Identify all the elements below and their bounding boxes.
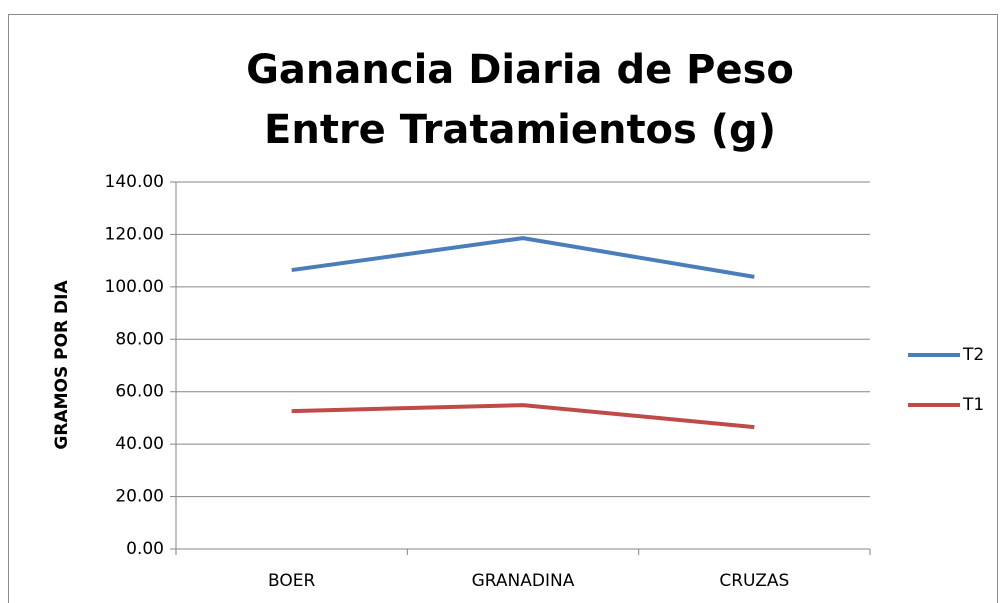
line-series <box>291 236 755 279</box>
x-tick-label: GRANADINA <box>472 571 575 591</box>
line-series <box>291 403 755 430</box>
chart-frame <box>8 14 998 603</box>
x-tick-label: BOER <box>268 571 315 591</box>
y-tick-label: 20.00 <box>115 487 164 507</box>
y-tick-label: 140.00 <box>105 172 164 192</box>
y-tick-label: 80.00 <box>115 329 164 349</box>
y-axis-label: GRAMOS POR DIA <box>52 280 72 450</box>
x-tick-label: CRUZAS <box>719 571 789 591</box>
y-tick-label: 40.00 <box>115 434 164 454</box>
y-tick-label: 0.00 <box>126 539 164 559</box>
chart-title: Ganancia Diaria de Peso Entre Tratamient… <box>246 47 794 153</box>
legend-label: T1 <box>962 395 984 415</box>
legend-label: T2 <box>962 345 984 365</box>
y-tick-label: 120.00 <box>105 224 164 244</box>
y-tick-label: 100.00 <box>105 277 164 297</box>
y-tick-label: 60.00 <box>115 382 164 402</box>
